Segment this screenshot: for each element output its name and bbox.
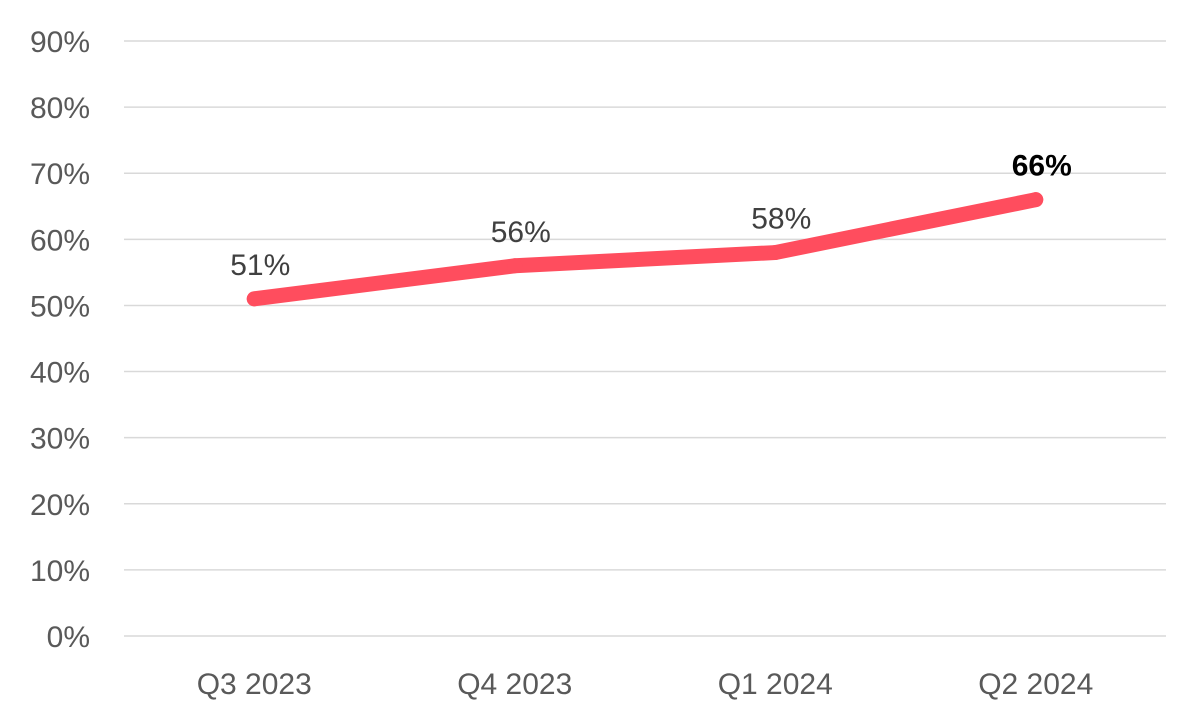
data-label: 66% [1012, 150, 1072, 183]
series-line [246, 192, 1044, 307]
y-axis: 0% 10% 20% 30% 40% 50% 60% 70% 80% 90% [30, 26, 90, 654]
y-tick-label: 30% [30, 423, 90, 456]
x-tick-label: Q2 2024 [978, 668, 1093, 701]
y-tick-label: 70% [30, 158, 90, 191]
y-tick-label: 80% [30, 92, 90, 125]
data-label: 56% [491, 216, 551, 249]
data-point [1028, 192, 1044, 208]
y-tick-label: 40% [30, 357, 90, 390]
data-label: 58% [751, 203, 811, 236]
gridlines [124, 40, 1166, 637]
series-layer [246, 192, 1044, 307]
x-axis: Q3 2023 Q4 2023 Q1 2024 Q2 2024 [197, 668, 1094, 701]
y-tick-label: 60% [30, 224, 90, 257]
y-tick-label: 90% [30, 26, 90, 59]
x-tick-label: Q4 2023 [457, 668, 572, 701]
data-label: 51% [230, 249, 290, 282]
y-tick-label: 20% [30, 489, 90, 522]
y-tick-label: 50% [30, 290, 90, 323]
data-point [507, 258, 523, 274]
x-tick-label: Q3 2023 [197, 668, 312, 701]
data-point [246, 291, 262, 307]
data-point [767, 245, 783, 261]
x-tick-label: Q1 2024 [718, 668, 833, 701]
y-tick-label: 0% [47, 621, 90, 654]
y-tick-label: 10% [30, 555, 90, 588]
data-labels: 51% 56% 58% 66% [230, 150, 1072, 282]
